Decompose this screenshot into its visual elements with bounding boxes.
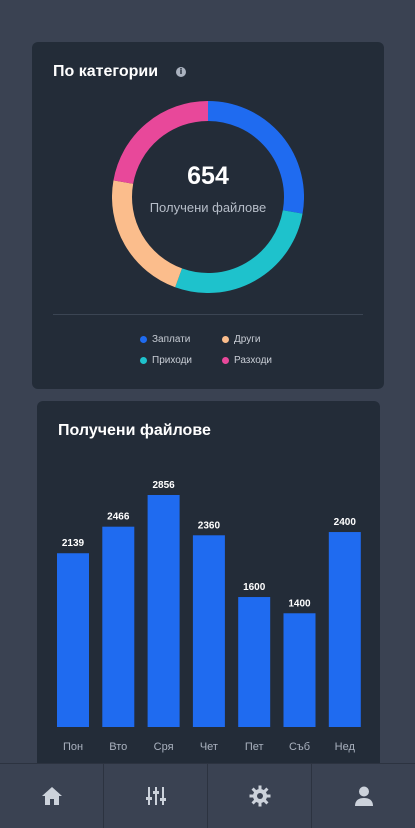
legend-item-salaries[interactable]: Заплати bbox=[140, 334, 190, 345]
category-card-title: По категории bbox=[53, 63, 159, 80]
bar-value-label: 1400 bbox=[288, 598, 311, 609]
bar-value-label: 1600 bbox=[243, 582, 266, 593]
donut-total-label: Получени файлове bbox=[149, 200, 267, 215]
legend-label: Разходи bbox=[234, 355, 273, 366]
user-icon bbox=[354, 786, 373, 806]
bar-4[interactable] bbox=[238, 597, 271, 727]
bar-0[interactable] bbox=[57, 553, 89, 727]
bar-category-label: Пет bbox=[245, 741, 264, 753]
legend-item-expenses[interactable]: Разходи bbox=[222, 355, 272, 366]
donut-svg bbox=[112, 101, 304, 293]
nav-filters[interactable] bbox=[104, 764, 208, 828]
legend-dot bbox=[222, 336, 229, 343]
donut-slice-1[interactable] bbox=[175, 209, 303, 293]
info-icon[interactable]: i bbox=[176, 67, 186, 77]
donut-slice-2[interactable] bbox=[112, 180, 183, 288]
donut-slice-3[interactable] bbox=[113, 101, 209, 185]
bar-value-label: 2360 bbox=[198, 520, 221, 531]
bar-card-title: Получени файлове bbox=[58, 422, 211, 439]
legend-label: Други bbox=[234, 334, 261, 345]
nav-profile[interactable] bbox=[312, 764, 415, 828]
bar-category-label: Вто bbox=[109, 741, 127, 753]
bar-chart: 2139 Пон 2466 Вто 2856 Сря 2360 Чет 1600 Пет 1400 С… bbox=[57, 480, 361, 753]
bar-value-label: 2400 bbox=[334, 517, 357, 528]
category-card: По категории i 654 Получени файлове Запл… bbox=[32, 42, 384, 389]
bar-category-label: Чет bbox=[200, 741, 218, 753]
bar-6[interactable] bbox=[328, 532, 361, 727]
bar-value-label: 2856 bbox=[152, 480, 175, 491]
donut-slice-0[interactable] bbox=[207, 101, 304, 214]
bar-5[interactable] bbox=[283, 613, 316, 727]
nav-settings[interactable] bbox=[208, 764, 312, 828]
legend-label: Заплати bbox=[152, 334, 191, 345]
files-bar-card: Получени файлове 2139 Пон 2466 Вто 2856 Сря 23… bbox=[37, 401, 380, 801]
legend-item-other[interactable]: Други bbox=[222, 334, 260, 345]
bar-category-label: Съб bbox=[289, 741, 310, 753]
bar-2[interactable] bbox=[147, 495, 180, 727]
legend-dot bbox=[140, 357, 147, 364]
bar-1[interactable] bbox=[102, 526, 135, 727]
bar-category-label: Нед bbox=[335, 741, 356, 753]
bar-category-label: Пон bbox=[63, 741, 83, 753]
donut-chart bbox=[112, 101, 304, 293]
divider bbox=[53, 314, 363, 315]
legend-item-income[interactable]: Приходи bbox=[140, 355, 192, 366]
bar-value-label: 2466 bbox=[107, 512, 130, 523]
bar-3[interactable] bbox=[192, 535, 225, 727]
legend-dot bbox=[222, 357, 229, 364]
home-icon bbox=[41, 787, 62, 805]
donut-total: 654 bbox=[187, 162, 229, 190]
bar-category-label: Сря bbox=[154, 741, 174, 753]
gear-icon bbox=[249, 785, 270, 807]
sliders-icon bbox=[145, 787, 166, 805]
legend-label: Приходи bbox=[152, 355, 192, 366]
bottom-nav bbox=[0, 763, 415, 828]
bar-value-label: 2139 bbox=[62, 538, 85, 549]
nav-home[interactable] bbox=[0, 764, 104, 828]
legend-dot bbox=[140, 336, 147, 343]
